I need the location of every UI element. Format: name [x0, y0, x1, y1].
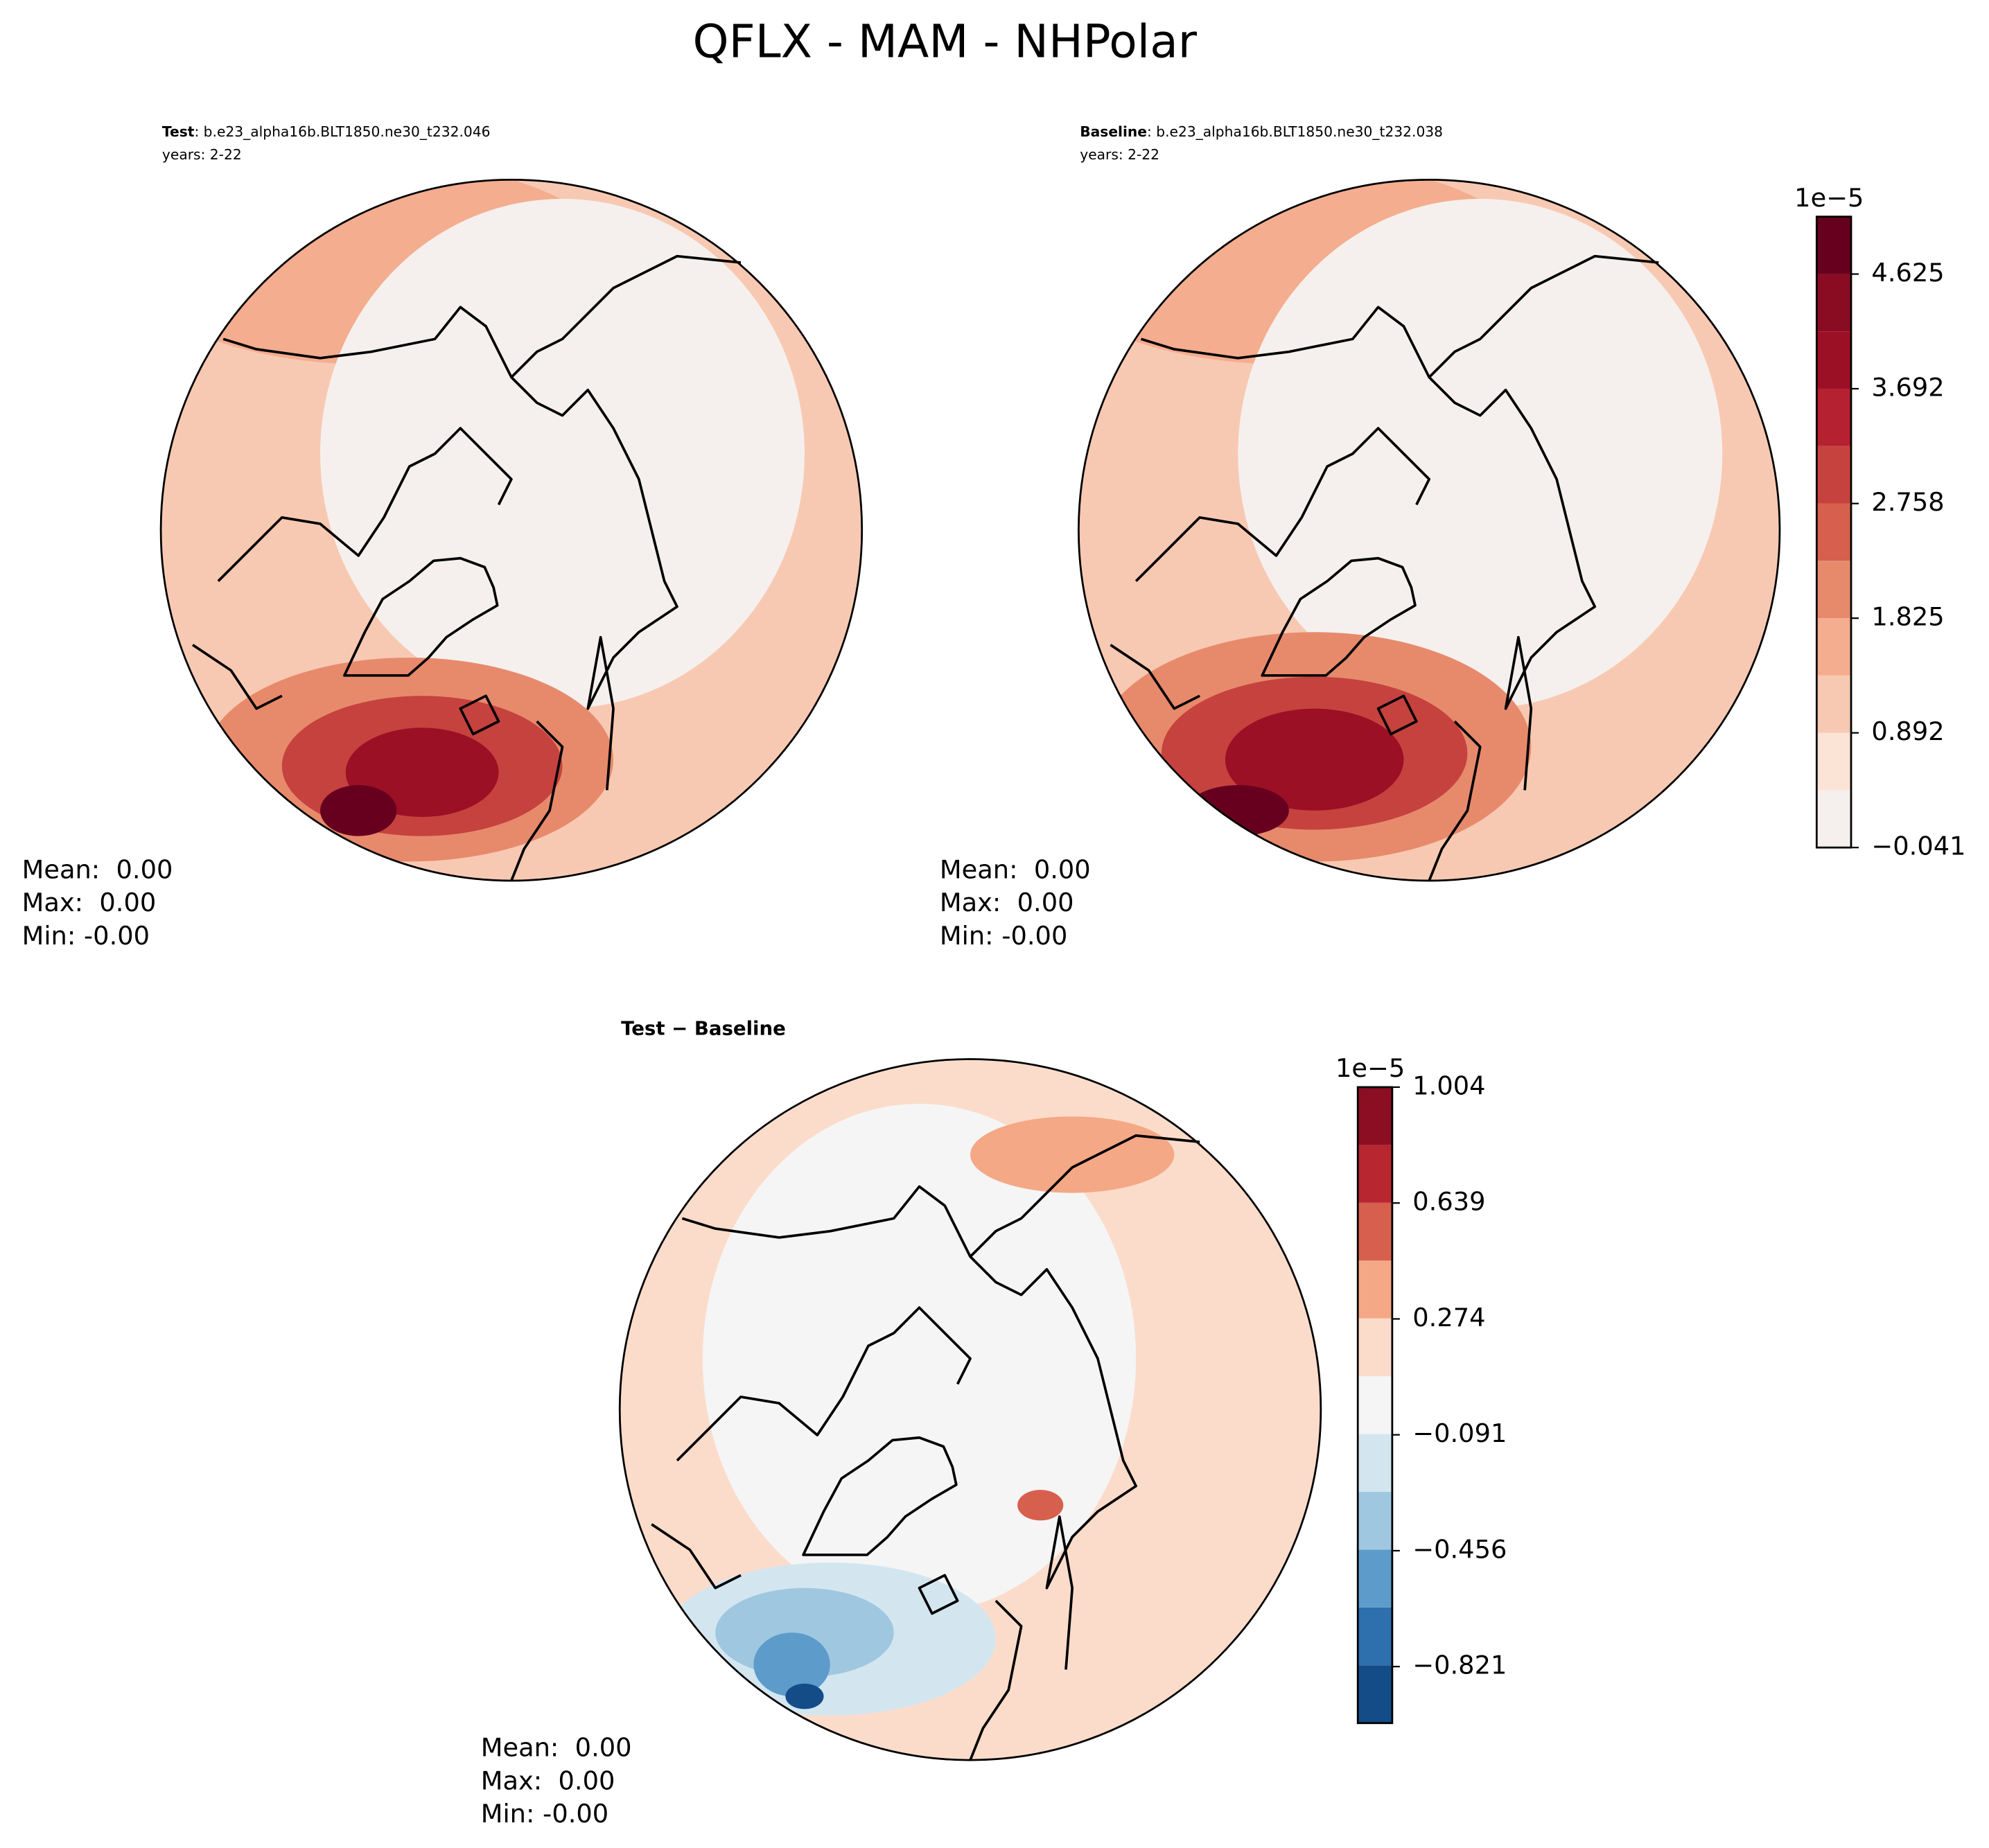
colorbar-band	[1816, 388, 1852, 446]
colorbar-band	[1358, 1145, 1392, 1203]
colorbar-band	[1816, 503, 1852, 561]
colorbar-tick-label: 4.625	[1871, 258, 1944, 288]
panel-label: Baseline	[1080, 123, 1147, 140]
colorbar-band	[1358, 1376, 1392, 1434]
colorbar-tick-label: −0.456	[1412, 1534, 1507, 1564]
colorbar-band	[1358, 1607, 1392, 1666]
colorbar-band	[1816, 732, 1852, 791]
stat-text: Mean: 0.00	[940, 854, 1091, 884]
colorbar-band	[1358, 1549, 1392, 1608]
panel-years: years: 2-22	[162, 146, 242, 163]
colorbar-tick-label: −0.091	[1412, 1418, 1507, 1448]
map-panel-baseline	[1078, 178, 1781, 882]
stat-text: Mean: 0.00	[481, 1733, 632, 1763]
panel-years: years: 2-22	[1080, 146, 1159, 163]
colorbar-exponent: 1e−5	[1335, 1053, 1405, 1083]
colorbar-band	[1358, 1260, 1392, 1319]
colorbar-tick-label: 1.825	[1871, 602, 1944, 632]
colorbar-band	[1816, 446, 1852, 504]
panel-title: Test: b.e23_alpha16b.BLT1850.ne30_t232.0…	[162, 123, 491, 140]
colorbar-tick-label: 2.758	[1871, 487, 1944, 517]
stat-text: Max: 0.00	[22, 888, 157, 917]
panel-subtitle: : b.e23_alpha16b.BLT1850.ne30_t232.046	[194, 123, 490, 140]
map-panel-test	[159, 178, 864, 882]
colorbar-frame	[1356, 1086, 1394, 1725]
figure-title: QFLX - MAM - NHPolar	[693, 15, 1198, 68]
panel-title: Baseline: b.e23_alpha16b.BLT1850.ne30_t2…	[1080, 123, 1443, 140]
colorbar-tick-label: 1.004	[1412, 1071, 1485, 1100]
colorbar-tick-label: −0.821	[1412, 1651, 1507, 1680]
colorbar-band	[1816, 274, 1852, 332]
stat-text: Min: -0.00	[22, 921, 150, 951]
colorbar-band	[1816, 561, 1852, 619]
colorbar-tick-label: 3.692	[1871, 373, 1944, 403]
panel-label: Test	[162, 123, 195, 140]
colorbar-band	[1816, 216, 1852, 274]
colorbar-tick-label: 0.892	[1871, 716, 1944, 746]
colorbar-band	[1358, 1086, 1392, 1145]
colorbar-tick-label: 0.274	[1412, 1303, 1485, 1332]
colorbar-band	[1816, 790, 1852, 848]
colorbar-band	[1816, 675, 1852, 733]
stat-text: Min: -0.00	[940, 921, 1067, 951]
colorbar-exponent: 1e−5	[1794, 183, 1864, 213]
stat-text: Min: -0.00	[481, 1799, 608, 1829]
stat-text: Max: 0.00	[940, 888, 1074, 917]
stat-text: Mean: 0.00	[22, 854, 173, 884]
colorbar-band	[1358, 1202, 1392, 1261]
map-panel-difference	[618, 1058, 1322, 1761]
colorbar-frame	[1815, 215, 1852, 849]
colorbar-tick-label: 0.639	[1412, 1187, 1485, 1217]
colorbar-band	[1816, 618, 1852, 676]
colorbar-band	[1358, 1318, 1392, 1377]
stat-text: Max: 0.00	[481, 1766, 615, 1795]
colorbar-band	[1358, 1665, 1392, 1723]
colorbar-band	[1358, 1491, 1392, 1550]
panel-title: Test − Baseline	[621, 1017, 786, 1040]
colorbar-band	[1816, 331, 1852, 389]
colorbar-tick-label: −0.041	[1871, 831, 1965, 861]
panel-label: Test − Baseline	[621, 1017, 786, 1040]
colorbar-band	[1358, 1434, 1392, 1492]
panel-subtitle: : b.e23_alpha16b.BLT1850.ne30_t232.038	[1147, 123, 1443, 140]
